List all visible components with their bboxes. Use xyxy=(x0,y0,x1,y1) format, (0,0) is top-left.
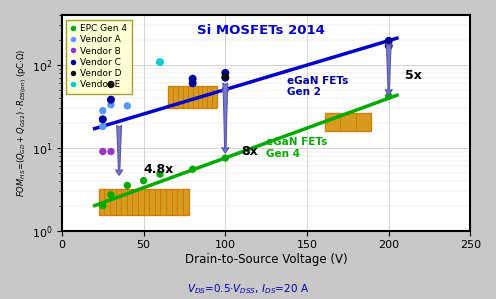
Point xyxy=(124,183,131,188)
Text: eGaN FETs
Gen 2: eGaN FETs Gen 2 xyxy=(287,76,349,97)
Point xyxy=(99,108,107,113)
X-axis label: Drain-to-Source Voltage (V): Drain-to-Source Voltage (V) xyxy=(185,253,348,266)
Legend: EPC Gen 4, Vendor A, Vendor B, Vendor C, Vendor D, Vendor E: EPC Gen 4, Vendor A, Vendor B, Vendor C,… xyxy=(66,19,131,94)
Point xyxy=(107,193,115,197)
Point xyxy=(188,167,196,172)
Point xyxy=(99,203,107,208)
Point xyxy=(385,39,393,43)
Point xyxy=(385,94,393,98)
Point xyxy=(99,117,107,122)
Point xyxy=(156,172,164,176)
Point xyxy=(107,102,115,107)
Point xyxy=(385,43,393,48)
Point xyxy=(221,74,229,79)
Point xyxy=(188,76,196,81)
Point xyxy=(107,82,115,87)
Point xyxy=(221,75,229,80)
Point xyxy=(107,149,115,154)
Point xyxy=(221,156,229,161)
Bar xyxy=(168,86,217,108)
Point xyxy=(221,87,229,92)
Point xyxy=(140,178,148,183)
Point xyxy=(156,60,164,65)
Y-axis label: $FOM_{HS}$=$(Q_{GD}+Q_{GS2})\cdot R_{DS(on)}$ (pC$\cdot\Omega$): $FOM_{HS}$=$(Q_{GD}+Q_{GS2})\cdot R_{DS(… xyxy=(15,48,29,197)
Point xyxy=(124,103,131,108)
Bar xyxy=(325,113,371,131)
Point xyxy=(107,97,115,102)
Text: eGaN FETs
Gen 4: eGaN FETs Gen 4 xyxy=(266,137,327,158)
Text: Si MOSFETs 2014: Si MOSFETs 2014 xyxy=(197,24,324,36)
Text: 5x: 5x xyxy=(405,69,422,82)
Point xyxy=(99,117,107,122)
Bar xyxy=(99,189,188,215)
Text: 8x: 8x xyxy=(242,145,258,158)
Point xyxy=(99,149,107,154)
Text: $V_{DS}$=0.5·$V_{DSS}$, $I_{DS}$=20 A: $V_{DS}$=0.5·$V_{DSS}$, $I_{DS}$=20 A xyxy=(187,282,309,296)
Point xyxy=(99,124,107,129)
Point xyxy=(188,81,196,86)
Point xyxy=(221,71,229,75)
Text: 4.8x: 4.8x xyxy=(144,163,174,176)
